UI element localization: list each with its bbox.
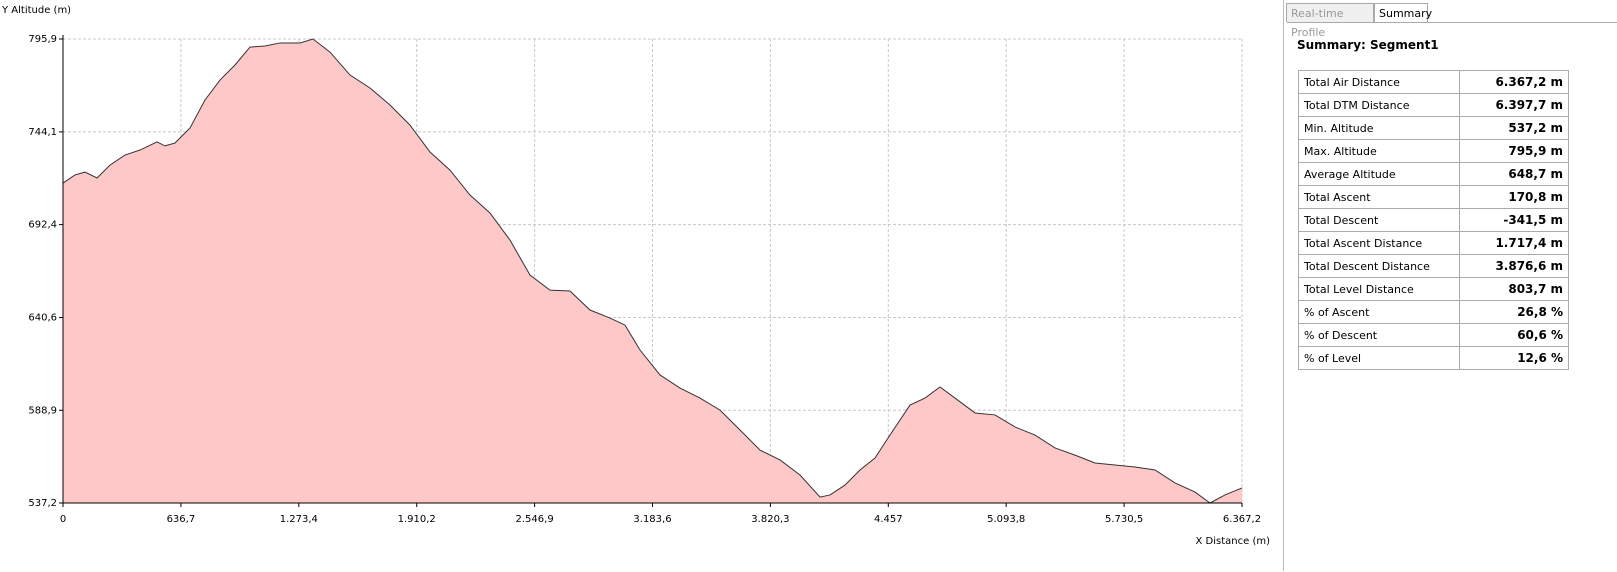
summary-label: Total DTM Distance [1298,93,1460,117]
x-tick-label: 3.183,6 [633,514,671,525]
summary-value: 795,9 m [1459,139,1569,163]
tab-active[interactable]: Summary [1374,3,1432,22]
summary-value: 6.367,2 m [1459,70,1569,94]
y-tick-label: 744,1 [28,127,57,138]
x-tick-label: 6.367,2 [1223,514,1261,525]
summary-value: 170,8 m [1459,185,1569,209]
summary-label: % of Ascent [1298,300,1460,324]
summary-label: Total Descent Distance [1298,254,1460,278]
y-tick-label: 640,6 [28,313,57,324]
summary-row: Total Ascent Distance 1.717,4 m [1298,231,1569,255]
summary-value: 60,6 % [1459,323,1569,347]
area-line [62,38,1243,504]
y-tick-label: 537,2 [28,498,57,509]
summary-row: Min. Altitude 537,2 m [1298,116,1569,140]
y-tick-label: 692,4 [28,220,57,231]
summary-row: % of Descent 60,6 % [1298,323,1569,347]
summary-label: % of Descent [1298,323,1460,347]
summary-value: 12,6 % [1459,346,1569,370]
x-tick-label: 636,7 [167,514,196,525]
tab[interactable]: Real-time Profile [1286,3,1374,39]
summary-label: Total Ascent Distance [1298,231,1460,255]
summary-label: Total Ascent [1298,185,1460,209]
x-tick-label: 2.546,9 [516,514,554,525]
summary-value: -341,5 m [1459,208,1569,232]
summary-row: Total Ascent 170,8 m [1298,185,1569,209]
summary-label: Total Descent [1298,208,1460,232]
summary-value: 803,7 m [1459,277,1569,301]
summary-label: Max. Altitude [1298,139,1460,163]
summary-row: Total Descent Distance 3.876,6 m [1298,254,1569,278]
x-tick-label: 0 [60,514,66,525]
summary-value: 648,7 m [1459,162,1569,186]
summary-body: Summary: Segment1 Total Air Distance 6.36… [1287,22,1617,572]
summary-title: Summary: Segment1 [1297,38,1439,52]
x-axis-label: X Distance (m) [1196,536,1271,547]
summary-row: Total Air Distance 6.367,2 m [1298,70,1569,94]
summary-value: 537,2 m [1459,116,1569,140]
x-tick-label: 4.457 [874,514,903,525]
y-tick-label: 588,9 [28,405,57,416]
summary-row: % of Ascent 26,8 % [1298,300,1569,324]
summary-value: 6.397,7 m [1459,93,1569,117]
summary-label: Total Level Distance [1298,277,1460,301]
side-panel: Real-time Profile Summary Summary: Segme… [1283,0,1617,571]
summary-label: % of Level [1298,346,1460,370]
summary-row: Average Altitude 648,7 m [1298,162,1569,186]
y-axis-label: Y Altitude (m) [1,5,71,16]
summary-table: Total Air Distance 6.367,2 m Total DTM Dis… [1298,70,1569,370]
x-tick-label: 5.730,5 [1105,514,1143,525]
summary-row: % of Level 12,6 % [1298,346,1569,370]
summary-row: Total DTM Distance 6.397,7 m [1298,93,1569,117]
x-tick-label: 1.910,2 [398,514,436,525]
summary-value: 3.876,6 m [1459,254,1569,278]
summary-label: Average Altitude [1298,162,1460,186]
x-tick-label: 5.093,8 [987,514,1025,525]
chart: Y Altitude (m) X Distance (m) 537,2 588,9… [1,5,1271,547]
summary-label: Total Air Distance [1298,70,1460,94]
summary-value: 1.717,4 m [1459,231,1569,255]
x-tick-label: 3.820,3 [751,514,789,525]
summary-label: Min. Altitude [1298,116,1460,140]
summary-value: 26,8 % [1459,300,1569,324]
summary-row: Total Level Distance 803,7 m [1298,277,1569,301]
y-tick-label: 795,9 [28,34,57,45]
summary-row: Total Descent -341,5 m [1298,208,1569,232]
summary-row: Max. Altitude 795,9 m [1298,139,1569,163]
area-fill [63,39,1242,503]
x-tick-label: 1.273,4 [280,514,318,525]
